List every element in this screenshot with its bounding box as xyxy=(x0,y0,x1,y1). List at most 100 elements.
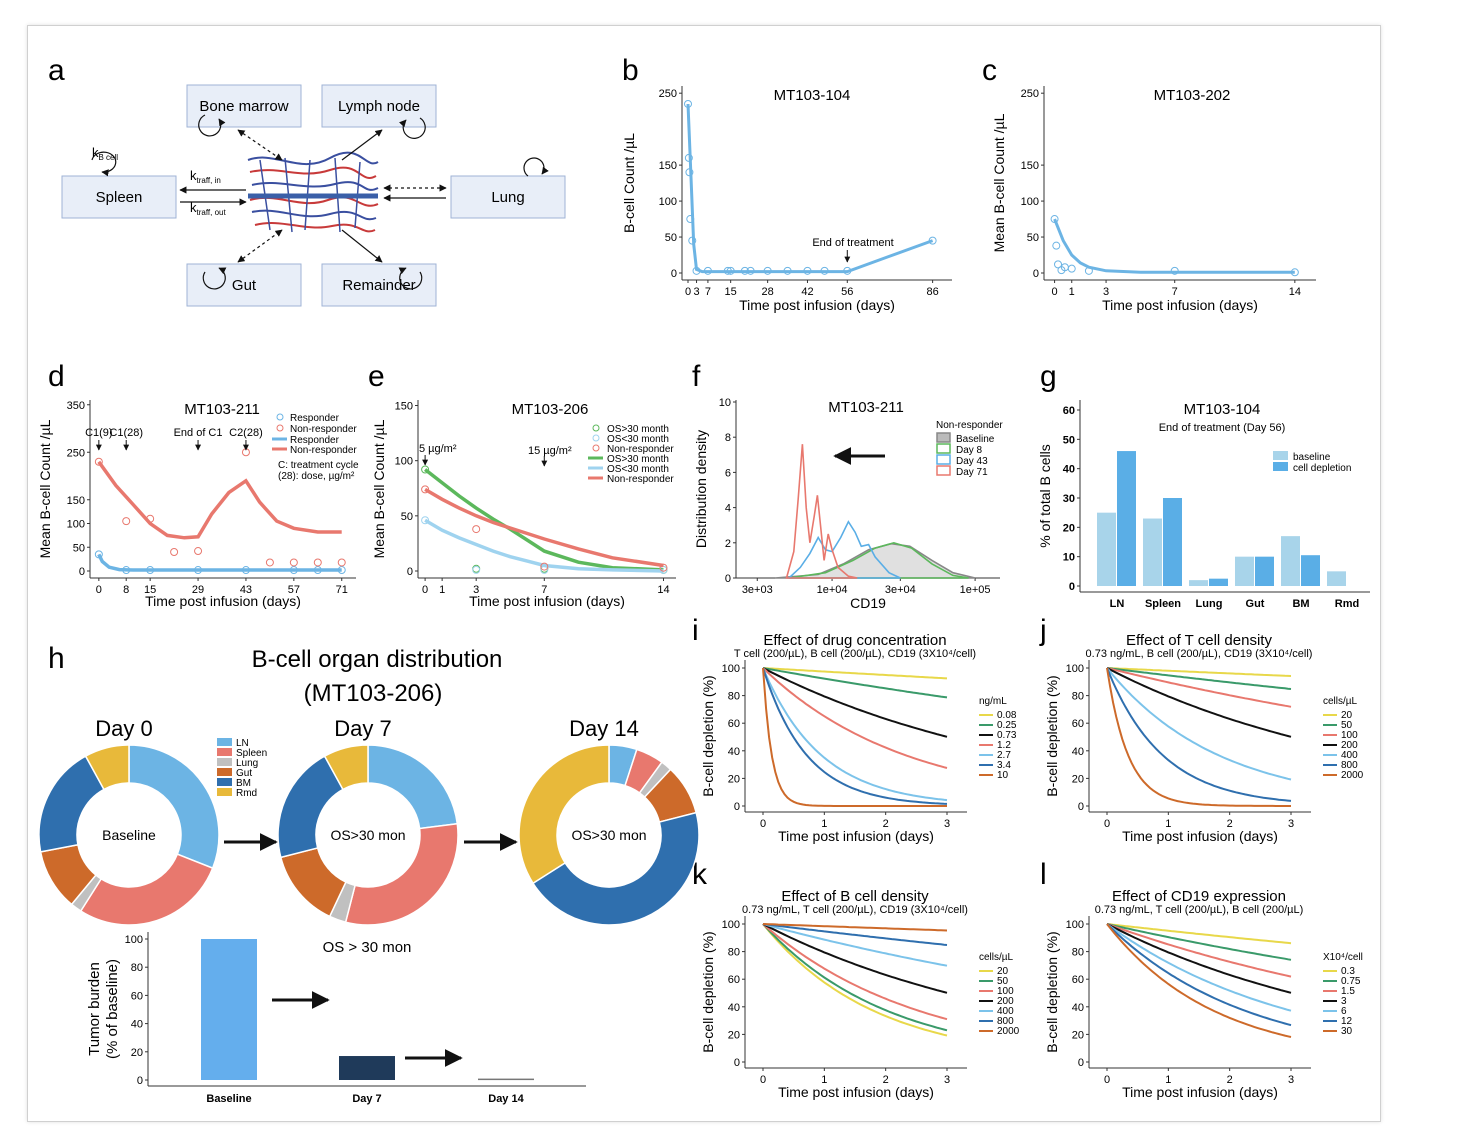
bar-cell-depletion xyxy=(1255,556,1274,586)
series-line-100 xyxy=(762,923,948,1021)
observed-point xyxy=(688,236,697,245)
legend-label: 2000 xyxy=(1341,770,1364,781)
y-tick-label: 0 xyxy=(407,566,413,578)
legend-title: cells/µL xyxy=(979,952,1014,963)
dose-annotation: 5 µg/m² xyxy=(419,443,457,455)
spleen-box xyxy=(61,175,177,219)
series-line-2000 xyxy=(1106,667,1291,807)
series-line-20 xyxy=(1106,667,1292,677)
y-tick-label: 80 xyxy=(728,947,740,959)
x-tick-label: LN xyxy=(1110,598,1125,610)
y-tick-label: 0 xyxy=(1069,581,1075,593)
y-tick-label: 100 xyxy=(1021,196,1039,208)
chart-title: MT103-104 xyxy=(1184,401,1261,418)
panel-h-donuts: B-cell organ distribution (MT103-206) Base… xyxy=(38,646,700,926)
x-tick-label: 7 xyxy=(1172,286,1178,298)
panel-a: a Spleen Bone marrow Lymph node Lung Gut… xyxy=(48,54,566,307)
y-tick-label: 250 xyxy=(659,88,677,100)
legend-label: 200 xyxy=(1341,740,1358,751)
observed-point xyxy=(1054,260,1063,269)
observed-point xyxy=(313,558,322,567)
bar-baseline xyxy=(1281,536,1300,586)
fit-line-2 xyxy=(424,487,664,568)
legend-label: 800 xyxy=(1341,760,1358,771)
bar-baseline xyxy=(1143,518,1162,586)
legend-label: 50 xyxy=(997,976,1009,987)
donut-title: Day 14 xyxy=(569,716,639,741)
y-tick-label: 0 xyxy=(79,566,85,578)
x-tick-label: 1 xyxy=(1069,286,1075,298)
x-tick-label: 1 xyxy=(1165,818,1171,830)
y-axis-title: % of total B cells xyxy=(1037,444,1053,548)
legend-marker xyxy=(217,748,232,756)
x-tick-label: 0 xyxy=(1104,1074,1110,1086)
legend-label: 6 xyxy=(1341,1006,1347,1017)
chart-subtitle: 0.73 ng/mL, B cell (200/µL), CD19 (3X10⁴… xyxy=(1086,648,1313,660)
legend-marker xyxy=(1273,462,1288,471)
k-traff-out-label: ktraff, out xyxy=(190,200,226,217)
lymph-node-label: Lymph node xyxy=(338,98,420,115)
x-axis-title: Time post infusion (days) xyxy=(145,593,301,609)
observed-point xyxy=(265,558,274,567)
loop-icon-spleen xyxy=(91,151,117,177)
fit-line xyxy=(1053,218,1295,274)
series-line-3 xyxy=(1106,923,1292,994)
y-tick-label: 0 xyxy=(1078,1057,1084,1069)
y-axis-title: B-cell depletion (%) xyxy=(1044,675,1060,796)
self-loop-icons xyxy=(91,114,549,290)
chart-title: MT103-202 xyxy=(1154,87,1231,104)
legend-label: BM xyxy=(236,778,251,789)
observed-point xyxy=(194,547,203,556)
panel-letter-f: f xyxy=(692,360,701,393)
legend-label: OS>30 month xyxy=(607,454,669,465)
observed-point xyxy=(421,485,430,494)
lymph-node-box xyxy=(321,84,437,128)
y-tick-label: 100 xyxy=(722,663,740,675)
fit-line xyxy=(686,103,934,274)
y-tick-label: 0 xyxy=(1078,801,1084,813)
loop-icon-gut xyxy=(202,267,227,290)
x-tick-label: 0 xyxy=(1052,286,1058,298)
observed-point xyxy=(763,266,772,275)
bar-Baseline xyxy=(201,939,257,1080)
observed-point xyxy=(94,550,103,559)
y-tick-label: 6 xyxy=(725,467,731,479)
y-tick-label: 40 xyxy=(1072,746,1084,758)
loop-icon-lung xyxy=(523,157,549,177)
y-tick-label: 60 xyxy=(131,990,143,1002)
legend-label: 0.25 xyxy=(997,720,1017,731)
chart-subtitle: 0.73 ng/mL, T cell (200/µL), CD19 (3X10⁴… xyxy=(742,904,968,916)
legend-label: Responder xyxy=(290,435,340,446)
density-curve-1 xyxy=(788,541,969,579)
y-tick-label: 150 xyxy=(67,495,85,507)
end-of-treatment-label: End of treatment xyxy=(812,237,893,249)
series-line-400 xyxy=(1106,667,1292,781)
legend-marker xyxy=(217,768,232,776)
y-axis-title: B-cell depletion (%) xyxy=(700,675,716,796)
y-tick-label: 10 xyxy=(1063,552,1075,564)
fit-line-1 xyxy=(97,460,342,540)
legend-marker xyxy=(936,443,951,454)
y-tick-label: 80 xyxy=(728,691,740,703)
series-line-3.4 xyxy=(762,667,948,805)
legend-marker xyxy=(1273,451,1288,460)
y-tick-label: 0 xyxy=(734,801,740,813)
legend-marker xyxy=(217,738,232,746)
donut-slice-Rmd xyxy=(518,744,610,885)
panel-f-chart: 0 2 4 6 8 10 3e+03 1e+04 3e+04 1e+05 CD19 Distribut… xyxy=(693,397,1003,611)
x-tick-label: 1 xyxy=(821,1074,827,1086)
legend-label: 3 xyxy=(1341,996,1347,1007)
y-tick-label: 80 xyxy=(131,962,143,974)
legend-label: OS<30 month xyxy=(607,434,669,445)
legend-label: 100 xyxy=(1341,730,1358,741)
y-axis-title: Distribution density xyxy=(693,430,709,548)
x-tick-label: 57 xyxy=(288,584,300,596)
x-tick-label: 7 xyxy=(541,584,547,596)
donut-title: Day 7 xyxy=(334,716,391,741)
x-axis-title: CD19 xyxy=(850,595,886,611)
legend-marker xyxy=(592,434,600,442)
x-tick-label: Day 7 xyxy=(352,1093,381,1105)
panel-letter-c: c xyxy=(982,54,997,87)
